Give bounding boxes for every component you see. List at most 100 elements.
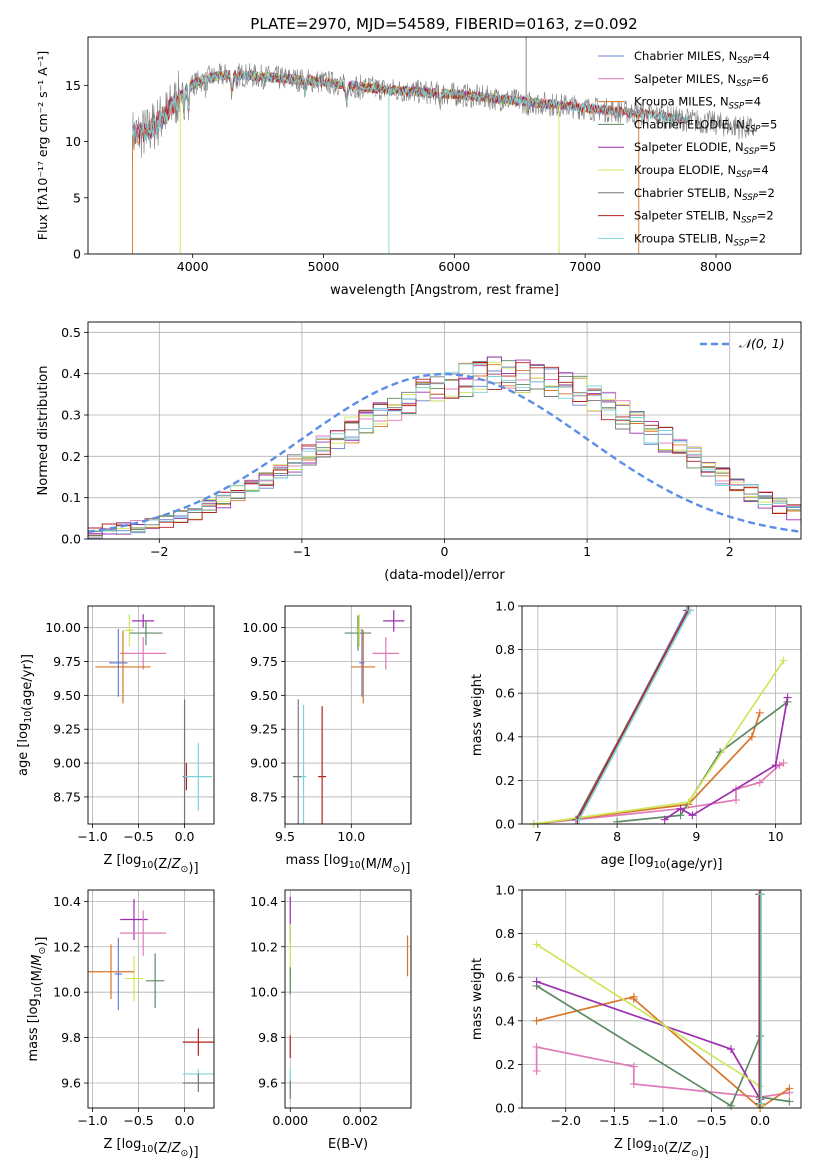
massweight-vs-age-ytick-label: 0.4 [495,729,515,744]
age-vs-Z-ytick-label: 8.75 [53,789,81,804]
massweight-vs-age-ytick-label: 0.0 [495,817,515,832]
massweight-vs-Z-ytick-label: 0.2 [495,1057,515,1072]
residuals-ytick-label: 0.5 [61,325,81,340]
spectrum-frame [87,36,802,255]
mass-vs-Z-frame [87,889,215,1109]
mass-vs-EBV-xlabel: E(B-V) [328,1137,368,1152]
massweight-vs-Z-xtick-label: 0.0 [750,1113,770,1128]
spectrum-legend-label: Kroupa ELODIE, NSSP=4 [634,163,769,180]
massweight-vs-Z-ytick-label: 0.0 [495,1101,515,1116]
massweight-vs-age-point-marker [613,817,622,826]
massweight-vs-age-point-marker [755,778,764,787]
massweight-vs-Z-point-marker [532,977,541,986]
mass-vs-Z-xtick-label: −0.5 [123,1113,153,1128]
residuals-xtick-label: 1 [583,544,591,559]
massweight-vs-age-point-marker [783,693,792,702]
massweight-vs-Z-point-marker [629,995,638,1003]
residuals-histogram-line [88,356,801,536]
mass-vs-Z-ytick-label: 9.6 [61,1076,81,1091]
age-vs-mass-xtick-label: 9.5 [275,829,295,844]
massweight-vs-age-point-marker [755,708,764,717]
residuals-ytick-label: 0.3 [61,408,81,423]
residuals-ytick-label: 0.1 [61,490,81,505]
massweight-vs-age-ytick-label: 0.8 [495,642,515,657]
massweight-vs-age-ylabel: mass weight [470,674,485,756]
massweight-vs-Z-ytick-label: 0.4 [495,1013,515,1028]
spectrum-ytick-label: 15 [65,78,81,93]
mass-vs-Z-xlabel: Z [log10(Z/Z⊙)] [103,1137,198,1160]
massweight-vs-Z-point-marker [785,1084,794,1093]
massweight-vs-age-xtick-label: 8 [613,829,621,844]
spectrum-xtick-label: 6000 [438,259,470,274]
residuals-xtick-label: −1 [293,544,311,559]
age-vs-mass-ytick-label: 9.25 [250,722,278,737]
residuals-histogram-line [88,374,801,536]
massweight-vs-Z-point-marker [785,1097,794,1106]
massweight-vs-Z-xtick-label: −1.5 [599,1113,629,1128]
residuals-ytick-label: 0.4 [61,366,81,381]
massweight-vs-age-point-marker [779,758,788,767]
massweight-vs-age-ytick-label: 0.6 [495,686,515,701]
mass-vs-Z-ytick-label: 10.0 [53,985,81,1000]
massweight-vs-Z-point-marker [532,1042,541,1051]
spectrum-xtick-label: 8000 [700,259,732,274]
massweight-vs-Z-point-marker [727,1101,736,1110]
figure-title: PLATE=2970, MJD=54589, FIBERID=0163, z=0… [250,15,637,33]
mass-vs-Z-xtick-label: −1.0 [77,1113,107,1128]
residuals-histogram-line [88,362,801,537]
residuals-frame [87,321,802,540]
massweight-vs-age-ytick-label: 0.2 [495,773,515,788]
mass-vs-EBV-ytick-label: 10.2 [250,939,278,954]
age-vs-Z-ytick-label: 9.25 [53,722,81,737]
spectrum-xtick-label: 7000 [569,259,601,274]
massweight-vs-age-series-line [578,610,691,820]
residuals-legend-label: 𝒩(0, 1) [739,336,785,351]
mass-vs-Z-ylabel: mass [log10(M/M⊙)] [26,937,49,1062]
age-vs-Z-frame [87,605,215,825]
massweight-vs-age-point-marker [660,815,669,824]
mass-vs-EBV-ytick-label: 10.4 [250,894,278,909]
mass-vs-EBV-ytick-label: 9.6 [258,1076,278,1091]
mass-vs-EBV-axes: 0.000 0.002 9.6 9.8 10.0 10.2 10.4 E(B-V) [250,890,411,1152]
age-vs-mass-ytick-label: 9.50 [250,688,278,703]
massweight-vs-age-ytick-label: 1.0 [495,599,515,614]
spectrum-legend-label: Kroupa MILES, NSSP=4 [634,95,761,112]
spectrum-legend-label: Chabrier MILES, NSSP=4 [634,49,770,66]
age-vs-mass-ytick-label: 9.75 [250,654,278,669]
residuals-ytick-label: 0.2 [61,449,81,464]
massweight-vs-Z-point-marker [532,940,541,949]
age-vs-Z-ytick-label: 9.50 [53,688,81,703]
residuals-xtick-label: 2 [726,544,734,559]
age-vs-Z-xtick-label: −1.0 [77,829,107,844]
residuals-xtick-label: 0 [441,544,449,559]
massweight-vs-Z-frame [521,889,802,1109]
spectrum-legend-label: Salpeter ELODIE, NSSP=5 [634,140,776,157]
massweight-vs-Z-point-marker [629,1062,638,1071]
residuals-histogram-line [88,363,801,534]
massweight-vs-Z-xlabel: Z [log10(Z/Z⊙)] [614,1137,709,1160]
massweight-vs-Z-ylabel: mass weight [470,958,485,1040]
massweight-vs-Z-ytick-label: 0.8 [495,926,515,941]
spectrum-xtick-label: 4000 [177,259,209,274]
spectrum-ytick-label: 10 [65,134,81,149]
mass-vs-Z-ytick-label: 9.8 [61,1030,81,1045]
age-vs-mass-frame [284,605,412,825]
massweight-vs-age-point-marker [688,811,697,820]
mass-vs-Z-ytick-label: 10.4 [53,894,81,909]
age-vs-mass-ytick-label: 8.75 [250,789,278,804]
massweight-vs-age-xtick-label: 9 [692,829,700,844]
residuals-ylabel: Normed distribution [36,366,51,496]
residuals-histogram-line [88,362,801,533]
age-vs-Z-xlabel: Z [log10(Z/Z⊙)] [103,853,198,876]
residuals-ytick-label: 0.0 [61,532,81,547]
spectrum-axes: 4000 5000 6000 7000 8000 0 5 10 15 Chabrier MILES… [35,37,777,298]
spectrum-legend-label: Salpeter STELIB, NSSP=2 [634,209,774,226]
massweight-vs-age-point-marker [732,796,741,805]
massweight-vs-age-frame [521,605,802,825]
spectrum-ytick-label: 0 [73,247,81,262]
age-vs-Z-ytick-label: 9.00 [53,756,81,771]
age-vs-Z-xtick-label: −0.5 [123,829,153,844]
residuals-axes: −2 −1 0 1 2 0.0 0.1 0.2 0.3 0.4 0.5 𝒩(0, 1) (data-mo… [36,322,802,583]
age-vs-Z-ytick-label: 9.75 [53,654,81,669]
